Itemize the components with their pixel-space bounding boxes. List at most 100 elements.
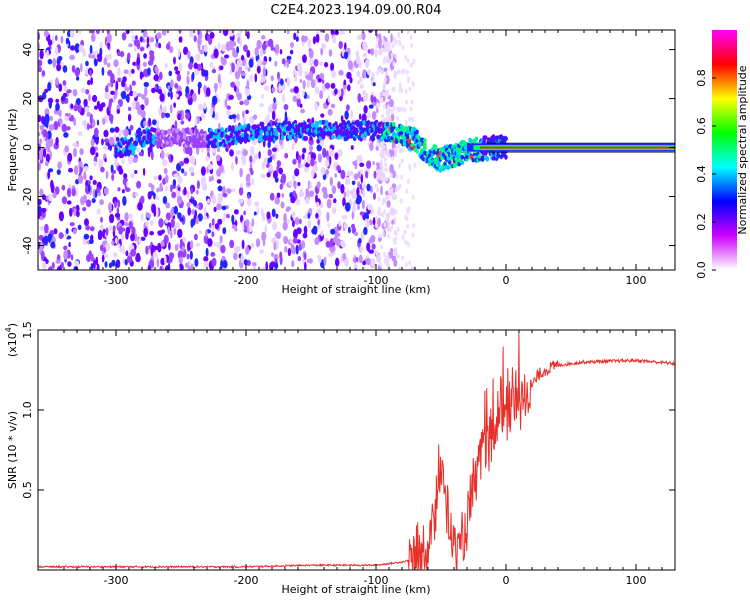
- noise-cell: [95, 152, 99, 158]
- noise-cell: [131, 80, 136, 86]
- noise-cell: [117, 66, 121, 77]
- noise-cell: [338, 69, 344, 76]
- noise-cell: [107, 53, 112, 60]
- tone-band-core: [480, 146, 675, 149]
- noise-cell: [307, 212, 311, 219]
- noise-cell: [376, 142, 380, 147]
- noise-cell: [122, 76, 127, 83]
- noise-cell: [395, 187, 398, 193]
- noise-cell: [209, 107, 214, 116]
- noise-cell: [117, 187, 121, 192]
- ridge-cell: [354, 131, 359, 137]
- noise-cell: [197, 103, 204, 111]
- noise-cell: [174, 82, 179, 89]
- snr-ylabel: SNR (10 * v/v): [6, 411, 19, 489]
- noise-cell: [230, 81, 236, 88]
- noise-cell: [165, 212, 171, 221]
- noise-cell: [43, 30, 49, 38]
- noise-cell: [63, 132, 69, 138]
- noise-cell: [65, 228, 69, 235]
- noise-cell: [215, 112, 219, 119]
- noise-cell: [104, 261, 108, 268]
- noise-cell: [110, 119, 113, 124]
- noise-cell: [263, 157, 268, 166]
- noise-cell: [290, 196, 296, 204]
- noise-cell: [292, 190, 297, 198]
- noise-cell: [392, 237, 396, 243]
- noise-cell: [334, 88, 338, 95]
- noise-cell: [60, 35, 64, 44]
- noise-cell: [367, 203, 373, 211]
- noise-cell: [129, 84, 132, 93]
- noise-cell: [75, 98, 81, 106]
- noise-cell: [273, 97, 276, 103]
- noise-cell: [326, 211, 330, 222]
- noise-cell: [111, 173, 115, 181]
- noise-cell: [359, 162, 365, 167]
- ridge-cell: [207, 140, 212, 146]
- noise-cell: [174, 120, 178, 130]
- noise-cell: [203, 256, 209, 262]
- noise-cell: [299, 103, 303, 109]
- figure-title: C2E4.2023.194.09.00.R04: [270, 3, 441, 18]
- noise-cell: [114, 126, 120, 133]
- noise-cell: [120, 233, 125, 241]
- noise-cell: [177, 113, 181, 121]
- noise-cell: [102, 144, 109, 151]
- ridge-cell: [260, 121, 265, 127]
- noise-cell: [328, 49, 333, 57]
- noise-cell: [240, 253, 245, 264]
- noise-cell: [123, 173, 128, 179]
- noise-cell: [241, 71, 246, 77]
- noise-cell: [192, 92, 197, 102]
- noise-cell: [274, 177, 279, 183]
- noise-cell: [390, 33, 393, 44]
- ridge-cell: [267, 125, 271, 131]
- noise-cell: [291, 143, 295, 151]
- noise-cell: [411, 81, 415, 87]
- noise-cell: [150, 150, 154, 161]
- noise-cell: [371, 243, 376, 250]
- noise-cell: [379, 261, 382, 267]
- noise-cell: [195, 242, 201, 247]
- noise-cell: [275, 262, 279, 270]
- noise-cell: [151, 203, 157, 214]
- noise-cell: [209, 61, 214, 68]
- noise-cell: [338, 41, 343, 49]
- noise-cell: [385, 216, 389, 222]
- noise-cell: [203, 215, 208, 220]
- noise-cell: [66, 200, 72, 205]
- noise-cell: [244, 87, 250, 97]
- noise-cell: [92, 94, 98, 103]
- noise-cell: [130, 233, 135, 242]
- ridge-cell: [301, 128, 306, 134]
- noise-cell: [204, 69, 209, 78]
- noise-cell: [357, 34, 363, 40]
- noise-cell: [361, 199, 365, 210]
- noise-cell: [356, 55, 361, 65]
- noise-cell: [365, 258, 372, 266]
- noise-cell: [273, 253, 279, 261]
- noise-cell: [386, 117, 389, 123]
- noise-cell: [331, 207, 337, 215]
- noise-cell: [127, 155, 134, 165]
- noise-cell: [305, 196, 310, 205]
- noise-cell: [83, 171, 87, 180]
- noise-cell: [174, 244, 179, 252]
- noise-cell: [391, 155, 394, 161]
- noise-cell: [173, 102, 177, 108]
- ridge-cell: [200, 129, 204, 134]
- noise-cell: [387, 112, 391, 118]
- noise-cell: [239, 100, 244, 105]
- noise-cell: [52, 57, 57, 68]
- noise-cell: [39, 226, 44, 231]
- noise-cell: [68, 167, 73, 173]
- noise-cell: [328, 252, 333, 258]
- noise-cell: [383, 258, 387, 264]
- ridge-cell: [491, 134, 496, 140]
- noise-cell: [378, 39, 382, 50]
- noise-cell: [114, 200, 117, 209]
- noise-cell: [375, 223, 378, 229]
- x-tick-label: 100: [626, 274, 647, 287]
